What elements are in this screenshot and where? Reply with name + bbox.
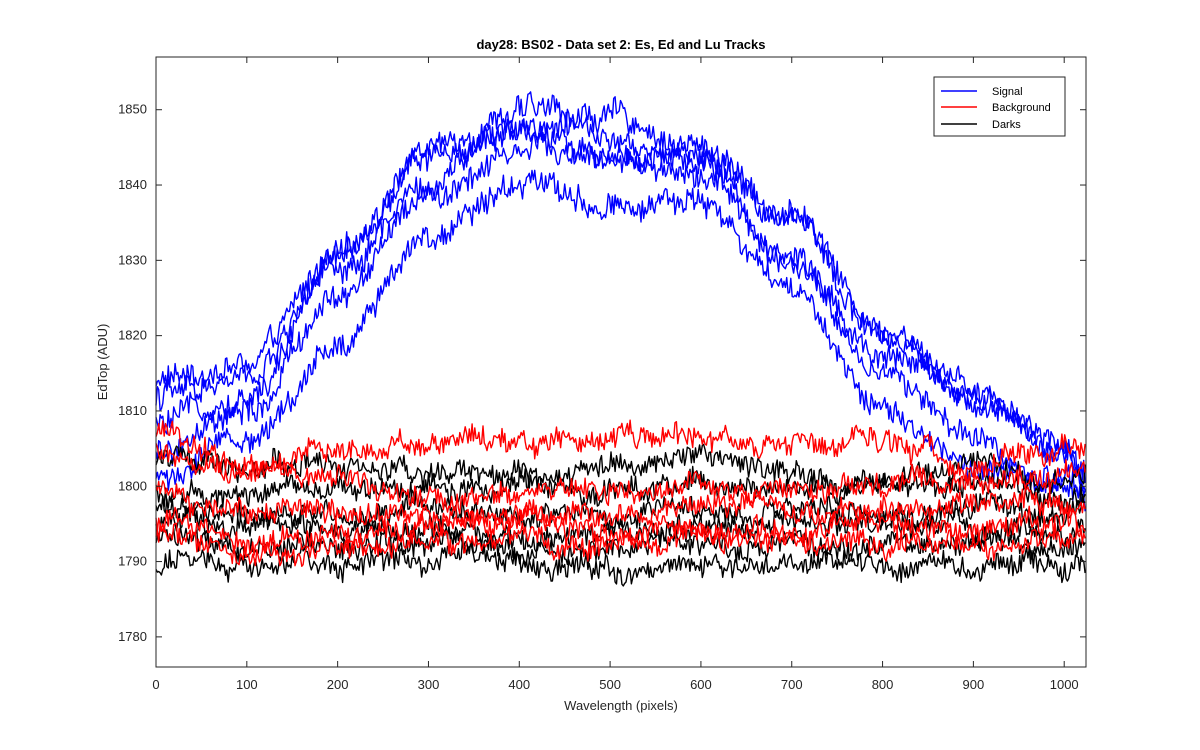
legend-label-darks: Darks [992,119,1021,131]
series-line-background [155,443,1086,515]
x-tick-label: 900 [963,677,985,692]
x-tick-label: 800 [872,677,894,692]
y-axis: 1780 1790 1800 1810 1820 1830 1840 1850 [118,102,1086,644]
series-line-darks [155,538,1086,587]
x-tick-label: 300 [418,677,440,692]
x-tick-label: 200 [327,677,349,692]
y-tick-label: 1790 [118,554,147,569]
y-axis-label: EdTop (ADU) [95,324,110,401]
x-tick-label: 700 [781,677,803,692]
y-tick-label: 1780 [118,629,147,644]
chart-title: day28: BS02 - Data set 2: Es, Ed and Lu … [476,37,765,52]
x-tick-label: 0 [152,677,159,692]
x-axis: 0 100 200 300 400 500 600 700 800 900 1000 [152,57,1079,692]
y-tick-label: 1850 [118,102,147,117]
legend-label-signal: Signal [992,86,1023,98]
y-tick-label: 1810 [118,403,147,418]
series-line-background [155,419,1086,482]
series-line-darks [155,443,1086,505]
legend-label-background: Background [992,102,1051,114]
series-line-signal [155,118,1086,501]
x-tick-label: 400 [508,677,530,692]
legend: Signal Background Darks [933,76,1066,137]
x-axis-label: Wavelength (pixels) [564,698,678,713]
y-tick-label: 1820 [118,328,147,343]
series-line-signal [155,169,1086,512]
plot-box [155,56,1087,668]
series-line-signal [155,125,1086,499]
x-tick-label: 500 [599,677,621,692]
series-line-background [155,504,1086,556]
series-line-background [155,521,1086,567]
y-tick-label: 1840 [118,177,147,192]
series-line-background [155,480,1086,532]
series-layer [155,91,1086,587]
y-tick-label: 1800 [118,478,147,493]
x-tick-label: 600 [690,677,712,692]
x-tick-label: 1000 [1050,677,1079,692]
x-tick-label: 100 [236,677,258,692]
y-tick-label: 1830 [118,252,147,267]
series-line-signal [155,91,1086,492]
